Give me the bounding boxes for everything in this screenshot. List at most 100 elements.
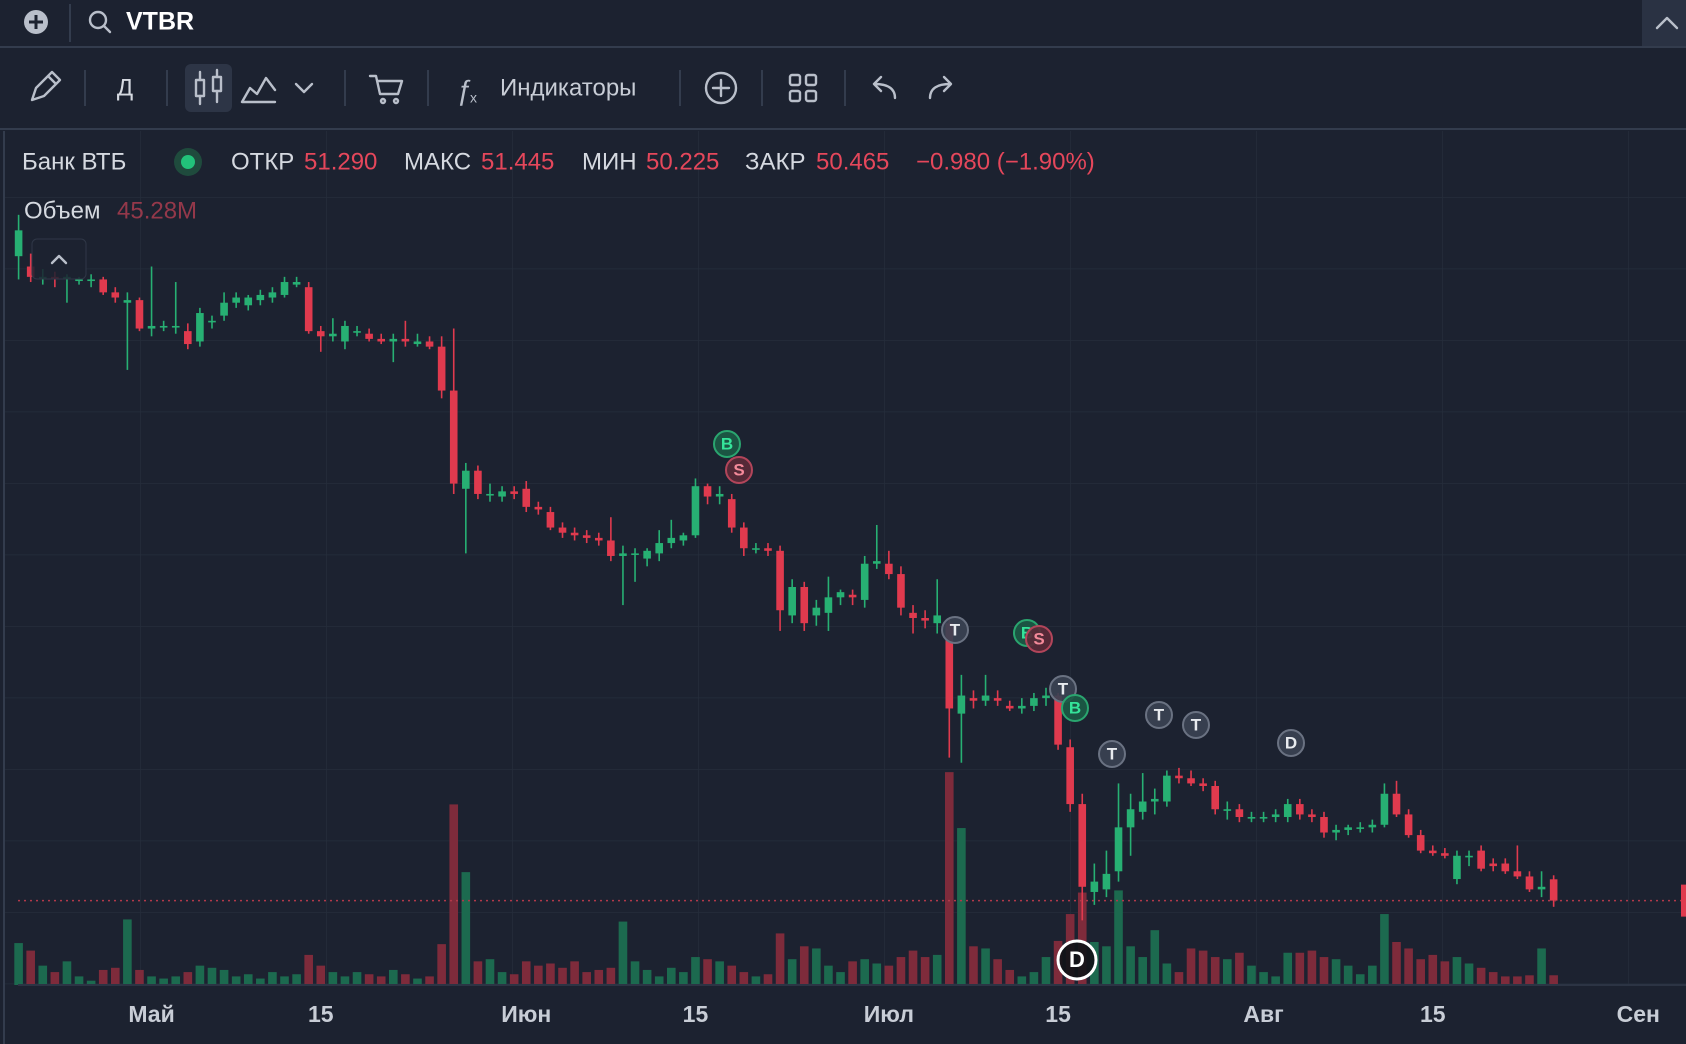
volume-bar [473,961,483,985]
candle-body [836,592,845,598]
volume-bar [666,967,676,985]
candle-body [933,615,942,624]
layout-button[interactable] [788,73,818,103]
redo-button[interactable] [928,75,953,100]
volume-bar [981,948,990,985]
event-marker [1098,740,1126,768]
grid-background [5,131,1686,985]
volume-bar [110,967,120,985]
candle-body [945,623,954,709]
search-query[interactable]: VTBR [126,8,194,36]
volume-bar [1501,976,1510,985]
candle-body [1513,871,1522,877]
close-label: ЗАКР [745,148,806,175]
chart-type-dropdown[interactable] [294,82,314,94]
volume-bar [534,965,543,985]
candle-body [1018,705,1026,709]
volume-bar [98,969,108,985]
candle-body [1332,829,1340,833]
candle-body [1223,809,1232,811]
x-tick-label: Сен [1617,1001,1660,1027]
indicators-button[interactable]: Индикаторы [500,74,636,101]
candle-body [1163,775,1171,802]
candle-body [329,333,337,337]
candle-body [1428,850,1437,854]
candle-body [788,586,796,616]
volume-bar [1355,974,1365,985]
x-tick-label: Май [128,1001,174,1027]
candle-body [824,597,833,613]
collapse-button[interactable] [1642,0,1686,46]
candles-button[interactable] [185,64,232,112]
x-tick-label: 15 [1420,1001,1446,1027]
event-marker [713,430,741,458]
add-button[interactable] [24,10,48,34]
add-indicator[interactable] [704,71,738,105]
event-marker [1061,694,1089,722]
volume-bar [219,969,229,985]
volume-bar [1404,948,1413,985]
candle-body [764,548,772,551]
candle-body [220,302,228,316]
volume-bar [376,976,386,985]
candle-body [123,300,132,303]
legend-collapse[interactable] [31,238,87,280]
event-marker [1277,729,1305,757]
candle-body [184,331,192,345]
volume-bar [1210,957,1220,985]
candle-body [860,563,869,600]
volume-bar [1392,942,1401,985]
candle-body [655,543,664,554]
trade-button[interactable] [368,74,404,105]
search-icon[interactable] [88,10,112,34]
candle-body [740,527,748,549]
undo-button[interactable] [872,75,897,100]
candle-body [268,292,277,298]
candle-body [1259,817,1268,819]
volume-bar [231,976,241,985]
candle-body [208,320,216,323]
volume-bar [630,961,640,985]
event-marker-label: S [1033,629,1044,648]
candle-body [159,325,168,328]
candle-body [341,325,349,342]
chevron-up [50,254,68,265]
volume-bar [969,946,978,985]
candle-body [1356,827,1365,829]
volume-bar [171,976,181,985]
candle-body [1320,817,1328,833]
volume-bar [521,961,531,985]
volume-bar [1150,930,1160,985]
volume-bar [957,828,966,985]
draw-tool[interactable] [30,70,62,102]
volume-bar [1440,961,1450,985]
volume-bar [352,972,362,985]
candle-body [715,493,724,497]
high-value: 51.445 [481,148,554,175]
candle-body [1283,804,1292,818]
volume-bar [799,946,809,985]
candle-body [1054,695,1062,745]
candle-body [1453,855,1461,880]
line-chart-button[interactable] [240,76,277,104]
plot: BSTBSTBTTTDD [14,214,1686,985]
candle-body [14,230,23,257]
volume-bar [1368,965,1377,985]
candle-body [1549,879,1558,901]
candle-body [304,287,313,332]
candle-body [111,292,120,298]
candle-body [1114,827,1123,872]
x-tick-label: 15 [1045,1001,1071,1027]
candle-body [594,537,603,541]
volume-bar [1162,963,1172,985]
volume-bar [328,972,338,985]
low-value: 50.225 [646,148,719,175]
candle-body [957,695,966,714]
candle-body [1416,835,1425,851]
volume-bar [1452,957,1462,985]
fx-icon: ƒ [456,74,472,105]
x-tick-label: Авг [1243,1001,1283,1027]
interval-button[interactable]: Д [117,74,133,101]
candle-body [413,341,422,345]
candle-body [1489,863,1498,867]
